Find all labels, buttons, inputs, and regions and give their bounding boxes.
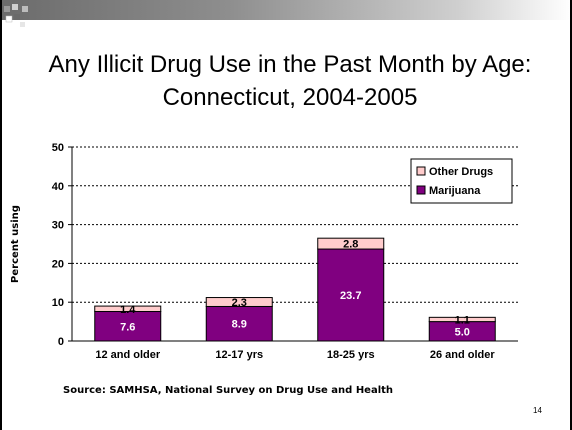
x-tick-label-3: 26 and older — [430, 349, 496, 361]
source-note: Source: SAMHSA, National Survey on Drug … — [63, 385, 394, 396]
bar-other-drugs-3 — [428, 316, 496, 323]
data-label-marijuana-2: 23.7 — [340, 290, 361, 302]
legend-label-other-drugs: Other Drugs — [429, 166, 493, 178]
bar-marijuana-0 — [94, 311, 162, 342]
bar-other-drugs-2 — [317, 237, 385, 250]
slide-border-left — [0, 0, 2, 430]
data-label-other-drugs-2: 2.8 — [343, 239, 358, 251]
legend-swatch-other-drugs — [416, 166, 426, 176]
data-label-marijuana-0: 7.6 — [120, 321, 135, 333]
data-label-marijuana-3: 5.0 — [455, 326, 470, 338]
data-label-marijuana-1: 8.9 — [232, 319, 247, 331]
y-tick-label-40: 40 — [52, 181, 64, 193]
bar-marijuana-1 — [205, 305, 273, 342]
y-tick-label-10: 10 — [52, 297, 64, 309]
bar-marijuana-2 — [317, 248, 385, 342]
legend-label-marijuana: Marijuana — [429, 185, 481, 197]
data-label-other-drugs-3: 1.1 — [455, 314, 470, 326]
y-tick-label-0: 0 — [58, 336, 64, 348]
corner-decoration — [4, 4, 28, 27]
data-label-other-drugs-0: 1.4 — [120, 304, 136, 316]
legend-swatch-marijuana — [416, 185, 426, 195]
data-label-other-drugs-1: 2.3 — [232, 297, 247, 309]
x-tick-label-1: 12-17 yrs — [215, 349, 263, 361]
y-tick-label-50: 50 — [52, 142, 64, 154]
x-tick-label-2: 18-25 yrs — [327, 349, 375, 361]
slide-title: Any Illicit Drug Use in the Past Month b… — [48, 51, 532, 111]
page-number: 14 — [533, 406, 542, 415]
legend-box — [410, 158, 513, 204]
bar-other-drugs-1 — [205, 297, 273, 307]
x-tick-label-0: 12 and older — [95, 349, 161, 361]
y-tick-label-30: 30 — [52, 220, 64, 232]
y-axis-title: Percent using — [10, 205, 21, 283]
slide-border-right — [570, 0, 572, 430]
y-tick-label-20: 20 — [52, 258, 64, 270]
bar-other-drugs-0 — [94, 305, 162, 313]
slide-header-bar — [0, 0, 572, 20]
